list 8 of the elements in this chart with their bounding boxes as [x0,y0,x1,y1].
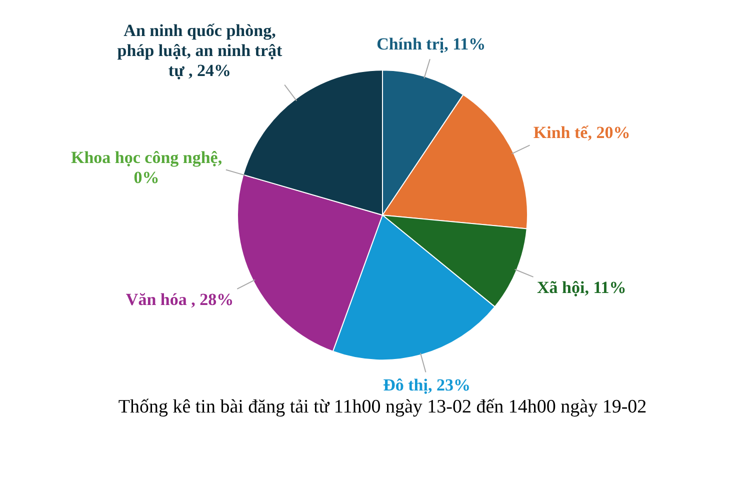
slice-label: Chính trị, 11% [376,34,486,54]
slice-label: Xã hội, 11% [536,278,626,297]
legend-label: Khoa học công nghệ, 0% [70,148,222,188]
slice-label: An ninh quốc phòng, pháp luật, an ninh trật tự , 24% [117,20,283,80]
slice-label: Văn hóa , 28% [126,290,234,310]
slice-label: Đô thị, 23% [383,376,470,395]
text: Thống kê tin bài đăng tải từ 11h00 ngày 13-02 đến 14h00 ngày 19-02 [118,396,647,418]
slice-label: Kinh tế, 20% [533,122,630,142]
